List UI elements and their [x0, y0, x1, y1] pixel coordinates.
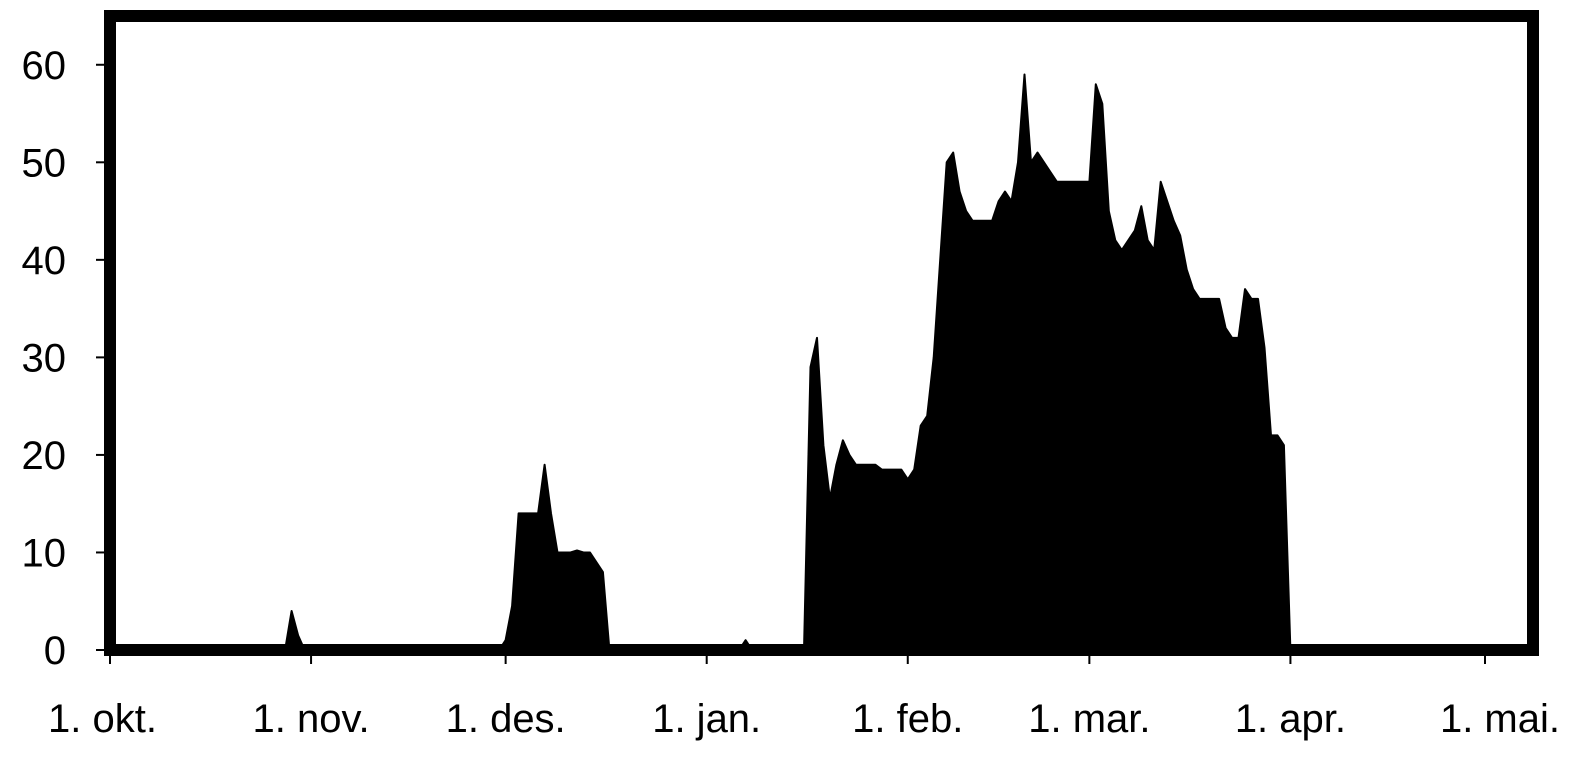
x-tick-label: 1. apr. [1235, 697, 1346, 741]
area-series [109, 73, 1486, 651]
x-tick-label: 1. nov. [253, 697, 370, 741]
y-tick-label: 40 [22, 239, 67, 283]
x-tick-label: 1. mai. [1440, 697, 1560, 741]
plot-frame [104, 10, 1539, 656]
y-tick-label: 20 [22, 434, 67, 478]
y-tick-label: 60 [22, 44, 67, 88]
y-tick-label: 10 [22, 531, 67, 575]
y-tick-label: 0 [44, 629, 66, 673]
x-tick-label: 1. mar. [1028, 697, 1150, 741]
x-tick-label: 1. okt. [48, 697, 157, 741]
y-tick-label: 50 [22, 141, 67, 185]
y-tick-label: 30 [22, 336, 67, 380]
area-fill-series-0 [109, 73, 1486, 651]
x-tick-label: 1. des. [446, 697, 566, 741]
axis-tick-labels: 0 10 20 30 40 50 60 1. okt. 1. nov. 1. des. 1. jan… [22, 44, 1561, 741]
x-tick-label: 1. jan. [652, 697, 761, 741]
x-tick-label: 1. feb. [852, 697, 963, 741]
